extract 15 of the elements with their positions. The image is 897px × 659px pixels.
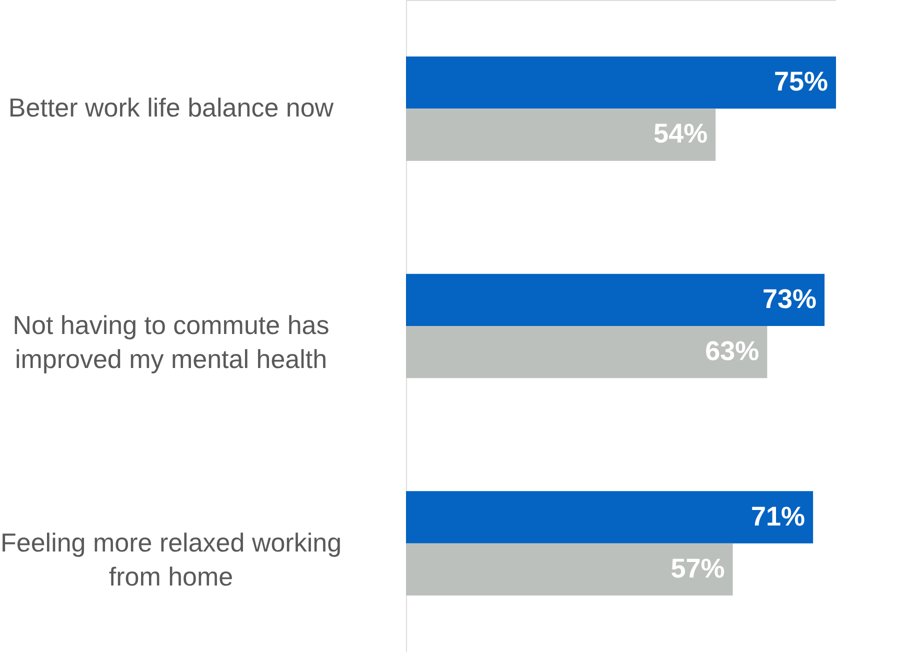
y-tick-label: Better work life balance now	[8, 92, 334, 123]
y-tick-label: Not having to commute has improved my mental health	[12, 310, 330, 374]
data-label: 75%	[774, 66, 828, 97]
bar	[406, 543, 733, 596]
bar	[406, 491, 814, 544]
bar	[406, 108, 716, 161]
data-label: 57%	[670, 553, 725, 584]
bar	[406, 326, 768, 378]
data-label: 71%	[751, 501, 806, 532]
y-tick-label: Feeling more relaxed working from home	[0, 527, 342, 592]
bar	[406, 56, 836, 109]
data-label: 63%	[705, 336, 760, 366]
data-label: 73%	[762, 284, 817, 314]
bar	[406, 274, 825, 326]
data-label: 54%	[654, 118, 708, 149]
